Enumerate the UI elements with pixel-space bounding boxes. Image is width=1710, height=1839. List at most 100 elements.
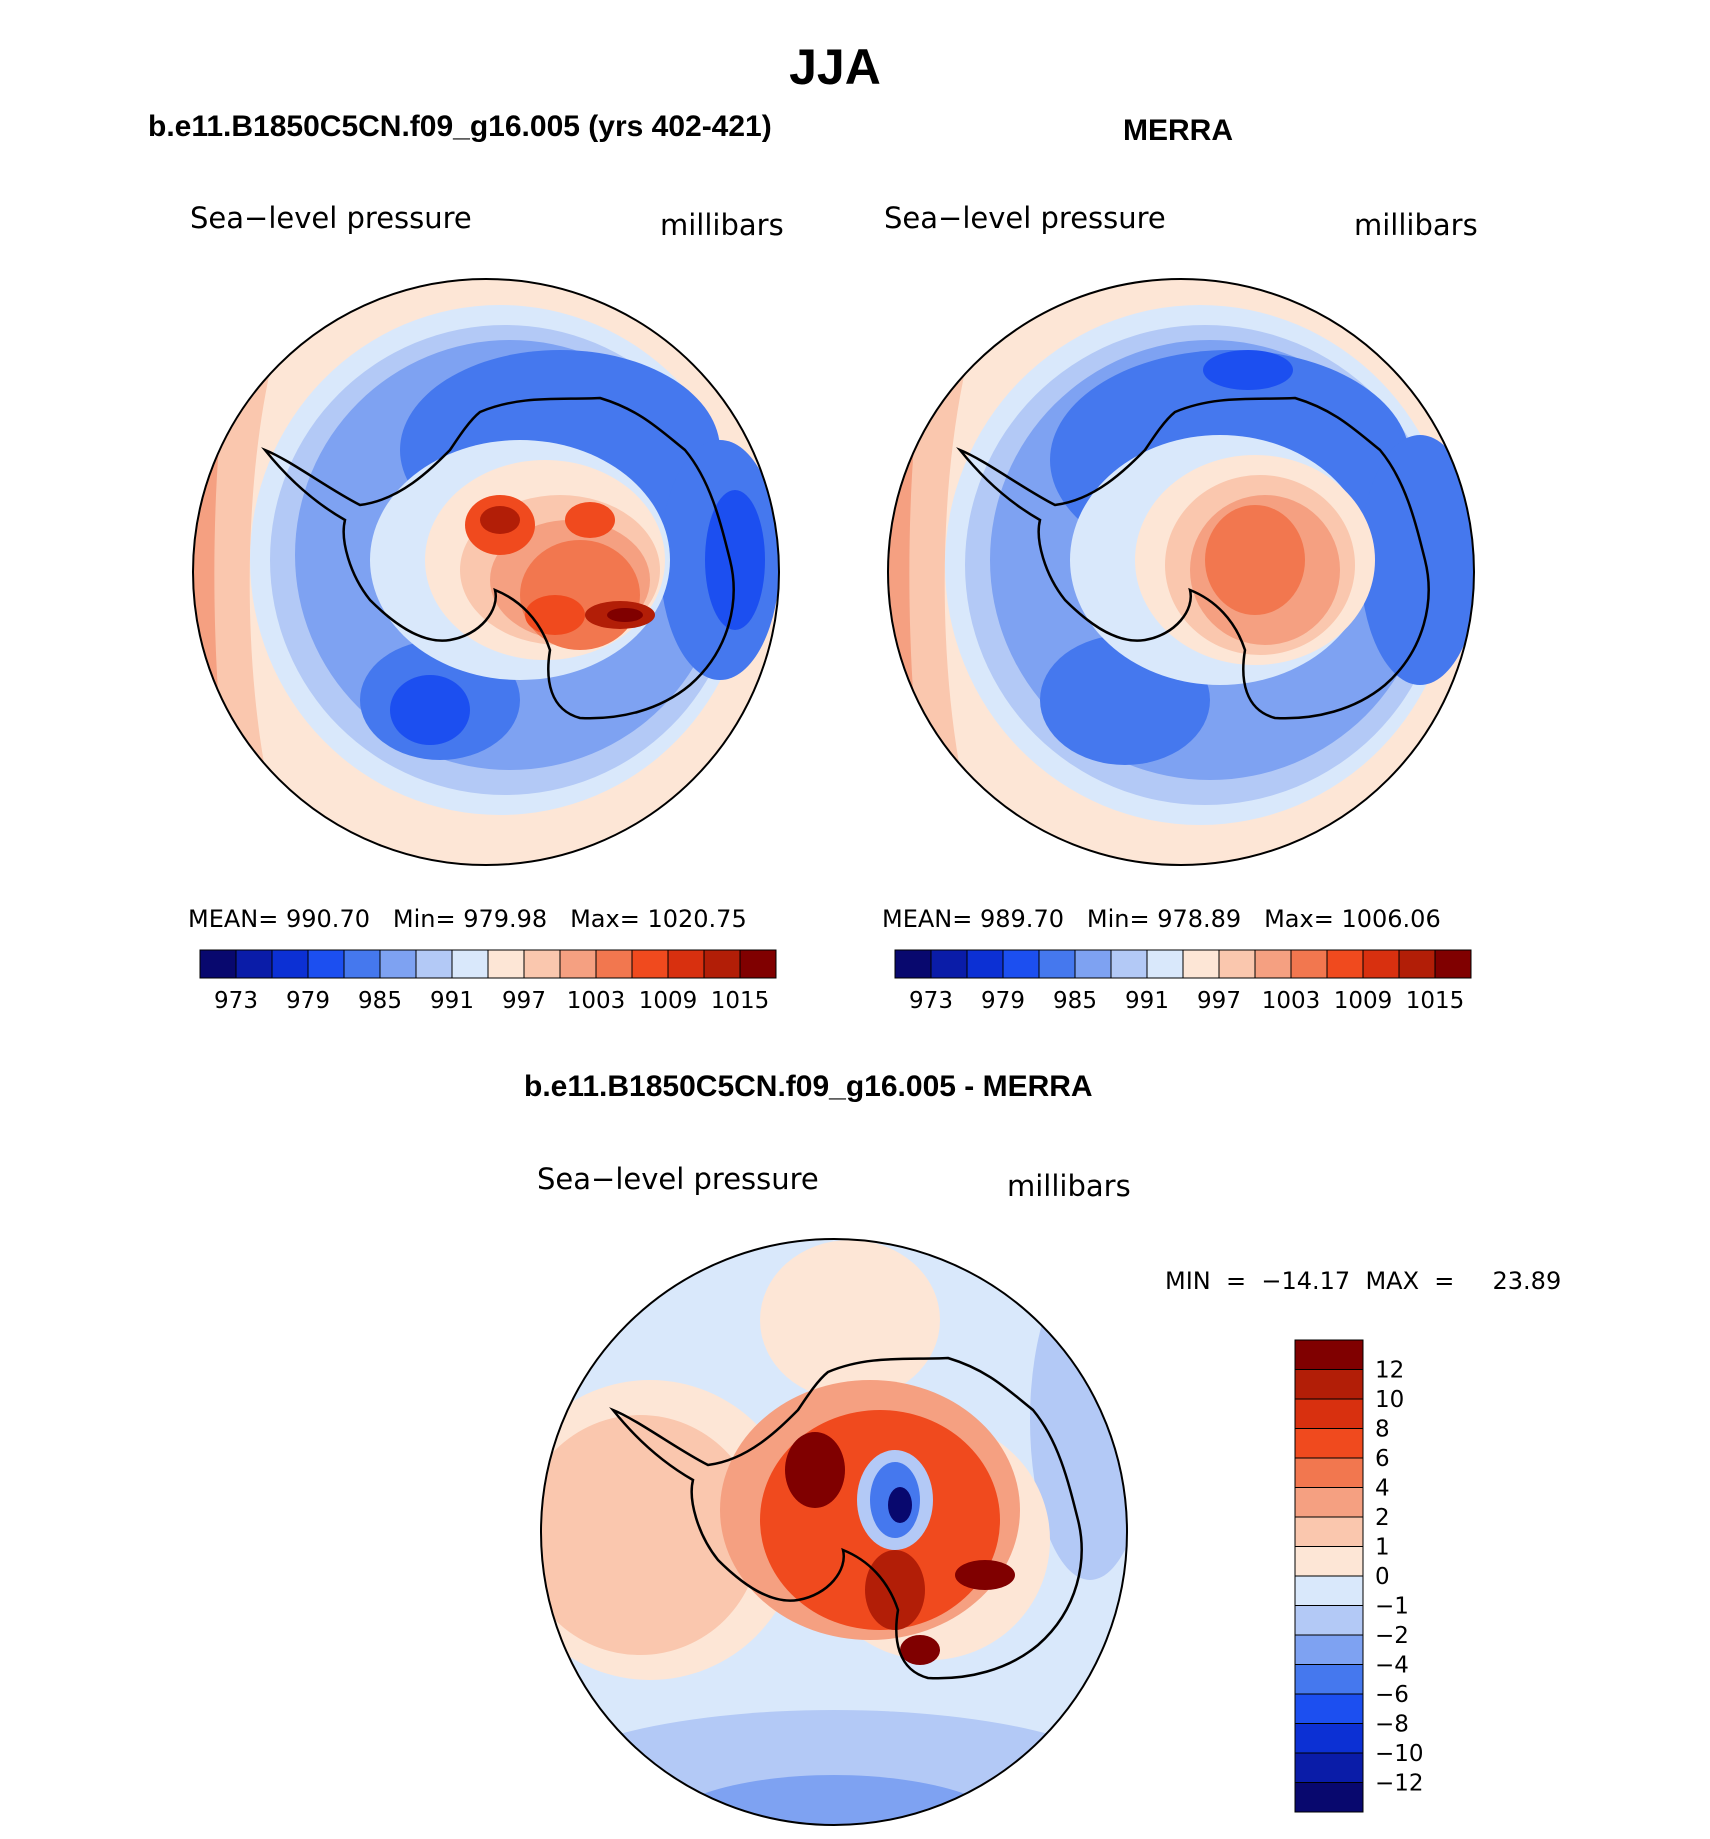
model-panel-title: b.e11.B1850C5CN.f09_g16.005 (yrs 402-421… bbox=[148, 110, 772, 143]
model-max-value: 1020.75 bbox=[647, 905, 747, 933]
model-colorbar-box bbox=[487, 949, 525, 979]
diff-colorbar-tick-label: 10 bbox=[1375, 1387, 1404, 1413]
obs-colorbar-box bbox=[1434, 949, 1472, 979]
model-colorbar-box bbox=[451, 949, 489, 979]
diff-colorbar-tick-label: 0 bbox=[1375, 1564, 1390, 1590]
obs-min-label: Min= bbox=[1086, 905, 1150, 933]
model-colorbar-box bbox=[271, 949, 309, 979]
diff-colorbar-box bbox=[1294, 1546, 1364, 1577]
obs-colorbar-tick-label: 1009 bbox=[1334, 988, 1393, 1014]
obs-colorbar-tick-label: 1003 bbox=[1262, 988, 1321, 1014]
obs-colorbar: 973 979 985 991 997 1003 1009 1015 bbox=[894, 949, 1472, 1014]
diff-colorbar-tick-label: 8 bbox=[1375, 1417, 1390, 1443]
model-colorbar-box bbox=[343, 949, 381, 979]
diff-variable-label: Sea−level pressure bbox=[537, 1162, 819, 1196]
diff-colorbar-box bbox=[1294, 1605, 1364, 1636]
diff-colorbar-tick-label: 4 bbox=[1375, 1476, 1390, 1502]
model-colorbar-box bbox=[703, 949, 741, 979]
model-colorbar-box bbox=[667, 949, 705, 979]
model-variable-label: Sea−level pressure bbox=[190, 201, 472, 235]
diff-colorbar-box bbox=[1294, 1634, 1364, 1665]
obs-colorbar-tick-label: 973 bbox=[909, 988, 953, 1014]
obs-colorbar-box bbox=[1074, 949, 1112, 979]
diff-colorbar-box bbox=[1294, 1782, 1364, 1813]
diff-colorbar-box bbox=[1294, 1752, 1364, 1783]
diff-colorbar-tick-label: −4 bbox=[1375, 1653, 1409, 1679]
diff-minmax: MIN = −14.17 MAX = 23.89 bbox=[1165, 1267, 1562, 1295]
diff-colorbar-tick-label: 6 bbox=[1375, 1446, 1390, 1472]
diff-colorbar-box bbox=[1294, 1664, 1364, 1695]
model-colorbar-box bbox=[307, 949, 345, 979]
diff-map bbox=[541, 1239, 1127, 1825]
obs-mean-value: 989.70 bbox=[980, 905, 1064, 933]
model-colorbar-box bbox=[595, 949, 633, 979]
model-colorbar-tick-label: 985 bbox=[358, 988, 402, 1014]
obs-colorbar-box bbox=[1110, 949, 1148, 979]
diff-colorbar-box bbox=[1294, 1516, 1364, 1547]
model-mean-label: MEAN= bbox=[188, 905, 279, 933]
obs-colorbar-box bbox=[966, 949, 1004, 979]
model-mean-value: 990.70 bbox=[286, 905, 370, 933]
diff-colorbar-tick-label: 12 bbox=[1375, 1358, 1404, 1384]
obs-map bbox=[888, 279, 1474, 865]
model-colorbar-tick-label: 1009 bbox=[639, 988, 698, 1014]
model-colorbar-box bbox=[415, 949, 453, 979]
obs-colorbar-tick-label: 991 bbox=[1125, 988, 1169, 1014]
diff-colorbar-box bbox=[1294, 1487, 1364, 1518]
obs-colorbar-box bbox=[1290, 949, 1328, 979]
model-colorbar-box bbox=[235, 949, 273, 979]
diff-colorbar-tick-label: −10 bbox=[1375, 1741, 1424, 1767]
diff-units-label: millibars bbox=[1007, 1169, 1131, 1203]
diff-colorbar-tick-label: 2 bbox=[1375, 1505, 1390, 1531]
obs-colorbar-box bbox=[930, 949, 968, 979]
obs-colorbar-tick-label: 997 bbox=[1197, 988, 1241, 1014]
figure-title: JJA bbox=[789, 39, 881, 95]
model-colorbar: 973 979 985 991 997 1003 1009 1015 bbox=[199, 949, 777, 1014]
model-colorbar-tick-label: 991 bbox=[430, 988, 474, 1014]
obs-colorbar-box bbox=[1326, 949, 1364, 979]
diff-panel-title: b.e11.B1850C5CN.f09_g16.005 - MERRA bbox=[524, 1070, 1093, 1103]
obs-colorbar-tick-label: 1015 bbox=[1406, 988, 1465, 1014]
diff-colorbar-box bbox=[1294, 1398, 1364, 1429]
model-units-label: millibars bbox=[660, 208, 784, 242]
obs-max-value: 1006.06 bbox=[1341, 905, 1441, 933]
obs-colorbar-box bbox=[1362, 949, 1400, 979]
diff-colorbar-box bbox=[1294, 1428, 1364, 1459]
obs-units-label: millibars bbox=[1354, 208, 1478, 242]
obs-variable-label: Sea−level pressure bbox=[884, 201, 1166, 235]
model-colorbar-tick-label: 997 bbox=[502, 988, 546, 1014]
model-map bbox=[193, 279, 779, 865]
diff-map-border bbox=[540, 1238, 1128, 1826]
model-min-value: 979.98 bbox=[463, 905, 548, 933]
model-colorbar-box bbox=[631, 949, 669, 979]
obs-mean-label: MEAN= bbox=[882, 905, 973, 933]
model-map-border bbox=[192, 278, 780, 866]
diff-colorbar-tick-label: −1 bbox=[1375, 1594, 1409, 1620]
diff-colorbar-tick-label: −8 bbox=[1375, 1712, 1409, 1738]
obs-max-label: Max= bbox=[1264, 905, 1334, 933]
model-max-label: Max= bbox=[570, 905, 640, 933]
obs-colorbar-box bbox=[1398, 949, 1436, 979]
model-stats: MEAN= 990.70 Min= 979.98 Max= 1020.75 bbox=[188, 905, 747, 933]
model-colorbar-box bbox=[739, 949, 777, 979]
obs-colorbar-box bbox=[1146, 949, 1184, 979]
obs-min-value: 978.89 bbox=[1157, 905, 1242, 933]
obs-colorbar-box bbox=[1038, 949, 1076, 979]
diff-colorbar-box bbox=[1294, 1457, 1364, 1488]
diff-colorbar-tick-label: −6 bbox=[1375, 1682, 1409, 1708]
model-colorbar-box bbox=[199, 949, 237, 979]
model-colorbar-tick-label: 973 bbox=[214, 988, 258, 1014]
diff-colorbar-box bbox=[1294, 1723, 1364, 1754]
model-colorbar-tick-label: 979 bbox=[286, 988, 330, 1014]
diff-colorbar-tick-label: −12 bbox=[1375, 1771, 1424, 1797]
obs-colorbar-box bbox=[1182, 949, 1220, 979]
model-colorbar-box bbox=[379, 949, 417, 979]
diff-colorbar-box bbox=[1294, 1339, 1364, 1370]
obs-stats: MEAN= 989.70 Min= 978.89 Max= 1006.06 bbox=[882, 905, 1441, 933]
model-colorbar-tick-label: 1015 bbox=[711, 988, 770, 1014]
obs-panel-title: MERRA bbox=[1123, 114, 1233, 147]
model-colorbar-tick-label: 1003 bbox=[567, 988, 626, 1014]
diff-colorbar-box bbox=[1294, 1693, 1364, 1724]
